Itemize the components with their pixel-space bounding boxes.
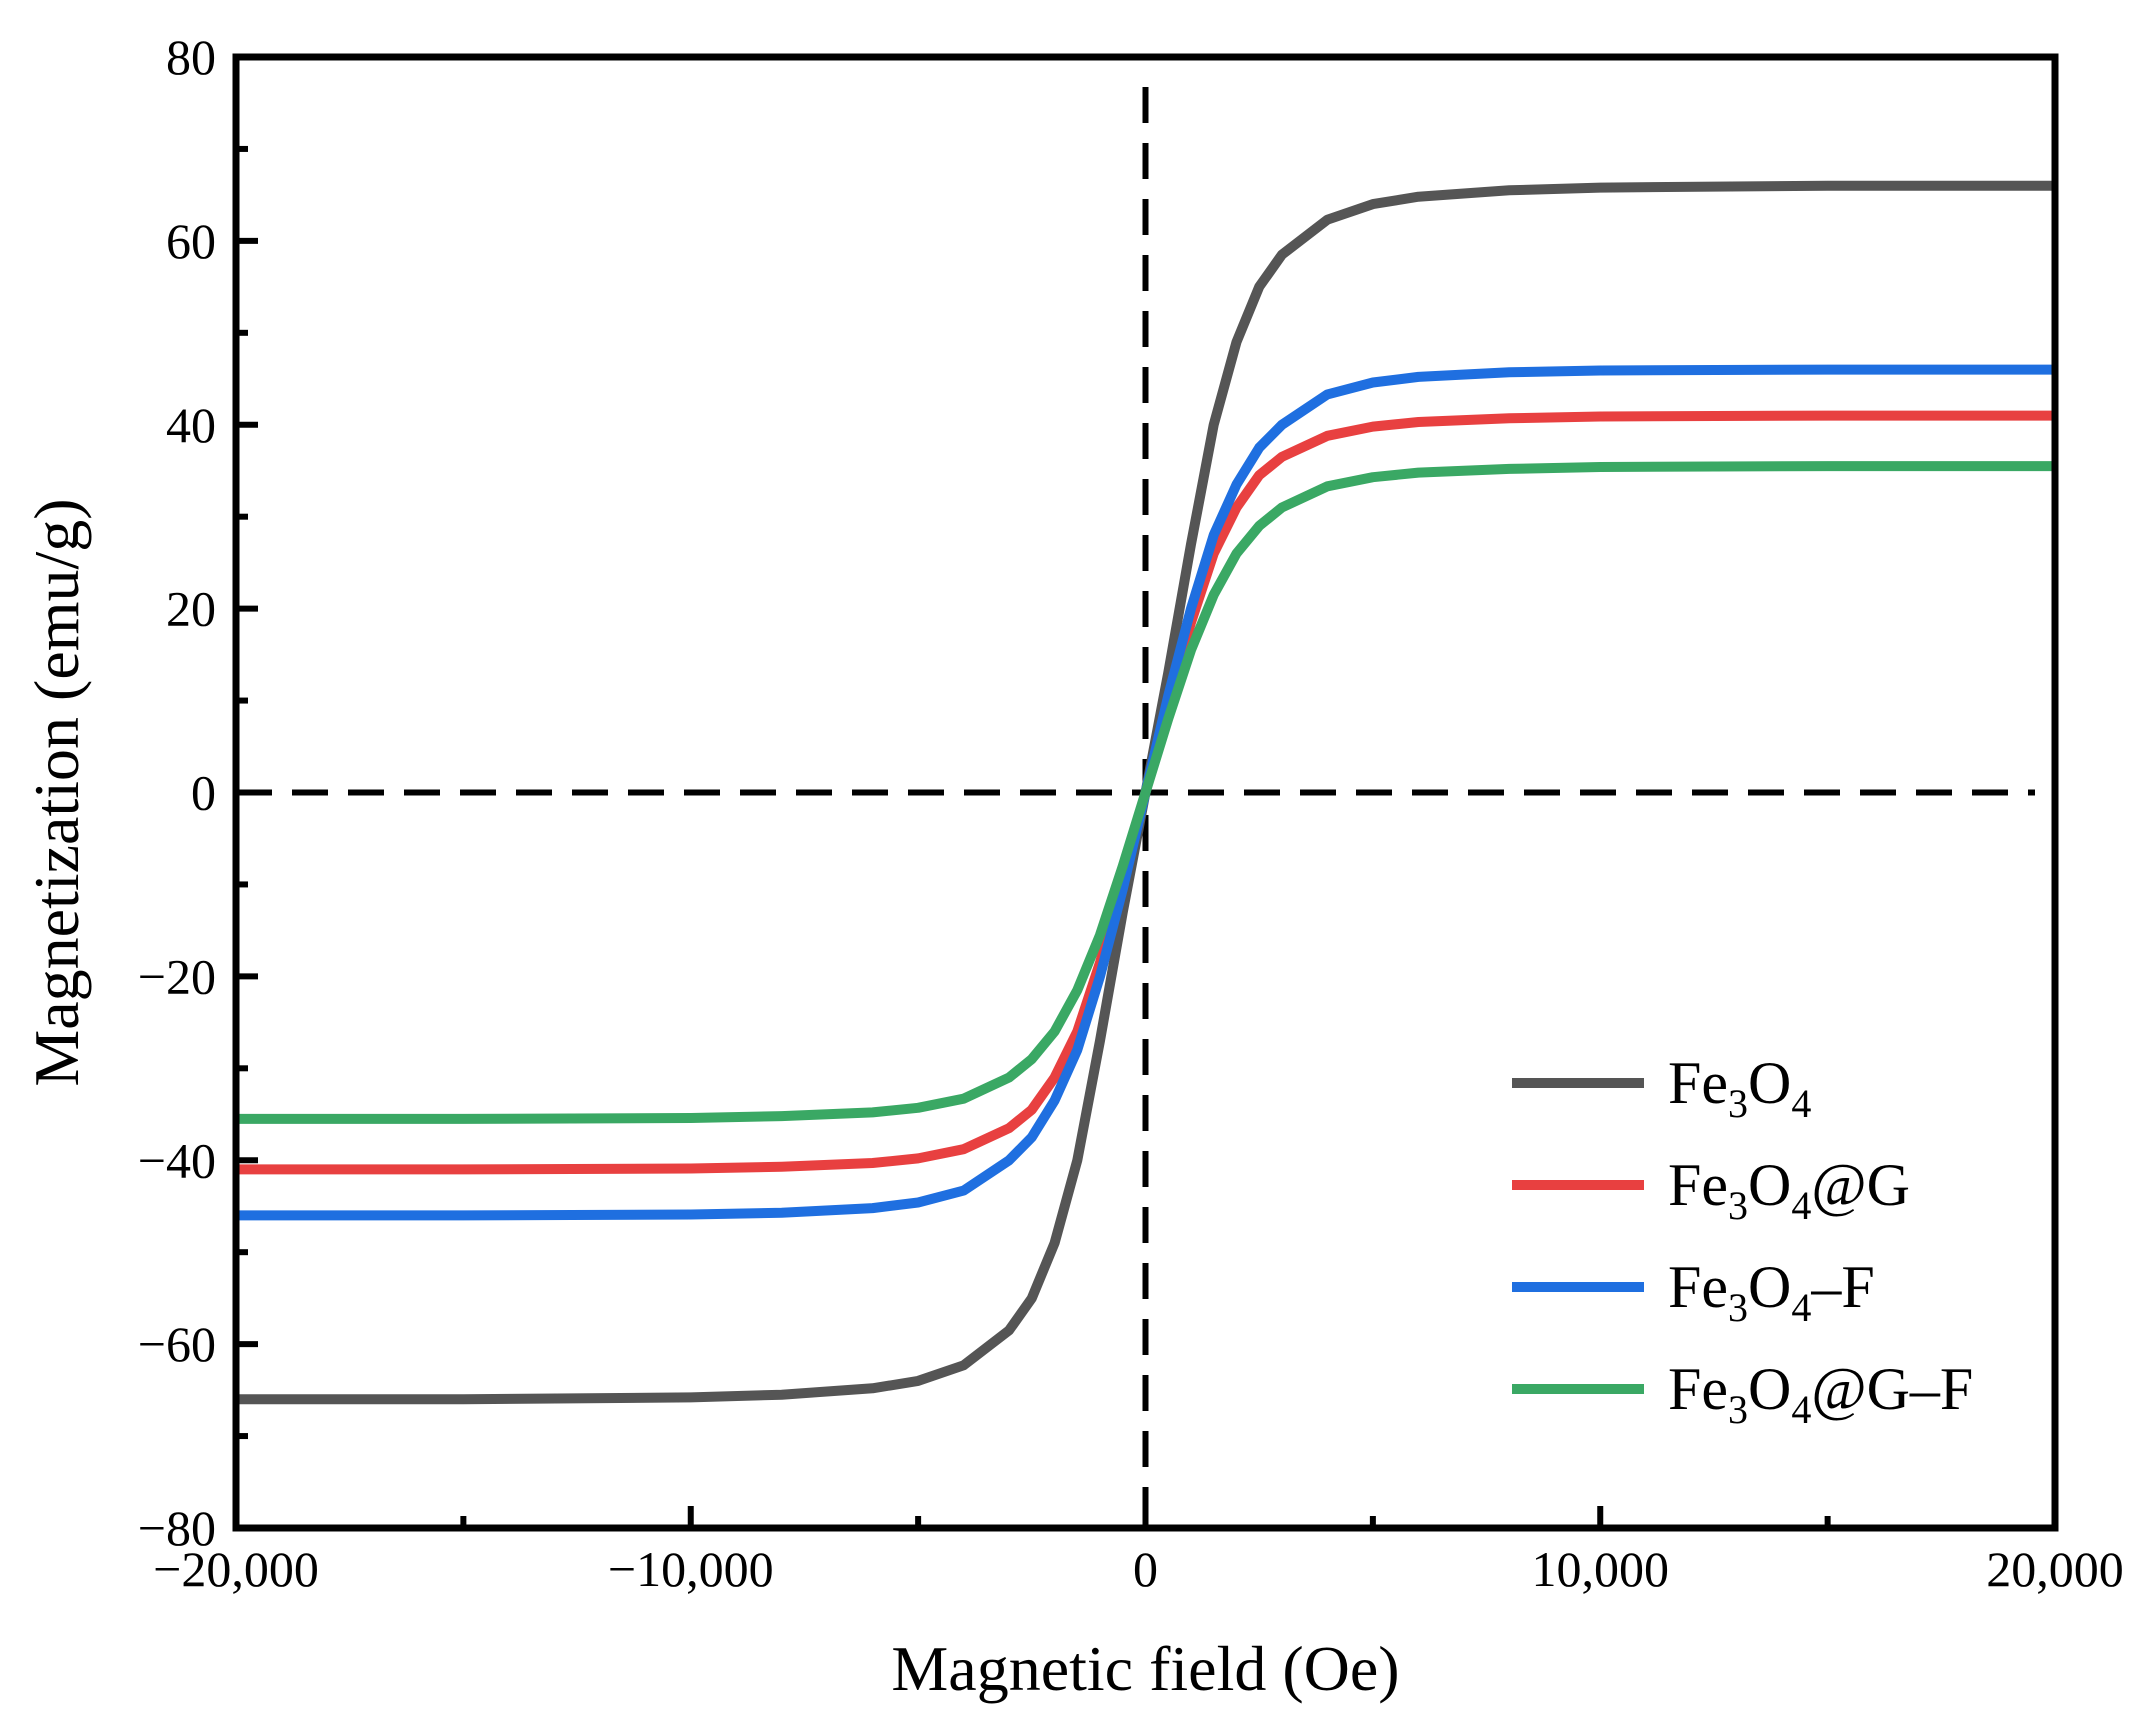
legend-label: Fe3O4 (1668, 1050, 1811, 1126)
y-tick-label: 20 (166, 581, 216, 637)
y-tick-label: 40 (166, 397, 216, 453)
y-tick-label: −80 (138, 1500, 216, 1556)
x-axis-title: Magnetic field (Oe) (891, 1633, 1399, 1704)
series-line-3 (236, 461, 2055, 1124)
y-tick-label: −40 (138, 1132, 216, 1188)
y-tick-label: 60 (166, 213, 216, 269)
y-tick-label: −20 (138, 948, 216, 1004)
legend-item-2: Fe3O4–F (1512, 1254, 1875, 1330)
x-tick-label: 0 (1133, 1541, 1158, 1597)
x-tick-label: 10,000 (1532, 1541, 1670, 1597)
legend-label: Fe3O4–F (1668, 1254, 1875, 1330)
series-lines (236, 180, 2055, 1405)
reference-lines (236, 87, 2035, 1528)
legend-item-3: Fe3O4@G–F (1512, 1356, 1973, 1432)
x-tick-label: 20,000 (1986, 1541, 2124, 1597)
axis-tick-labels: −20,000 −10,000 0 10,000 20,000 −80 −60 −40 −20 0… (138, 29, 2124, 1597)
legend: Fe3O4 Fe3O4@G Fe3O4–F Fe3O4@G–F (1512, 1050, 1973, 1432)
y-tick-label: 80 (166, 29, 216, 85)
x-tick-label: −20,000 (153, 1541, 319, 1597)
legend-label: Fe3O4@G–F (1668, 1356, 1973, 1432)
legend-label: Fe3O4@G (1668, 1152, 1910, 1228)
y-tick-label: −60 (138, 1316, 216, 1372)
legend-item-1: Fe3O4@G (1512, 1152, 1910, 1228)
x-tick-label: −10,000 (608, 1541, 774, 1597)
legend-item-0: Fe3O4 (1512, 1050, 1811, 1126)
axis-ticks (233, 54, 2058, 1531)
y-axis-title: Magnetization (emu/g) (21, 498, 92, 1086)
y-tick-label: 0 (191, 765, 216, 821)
